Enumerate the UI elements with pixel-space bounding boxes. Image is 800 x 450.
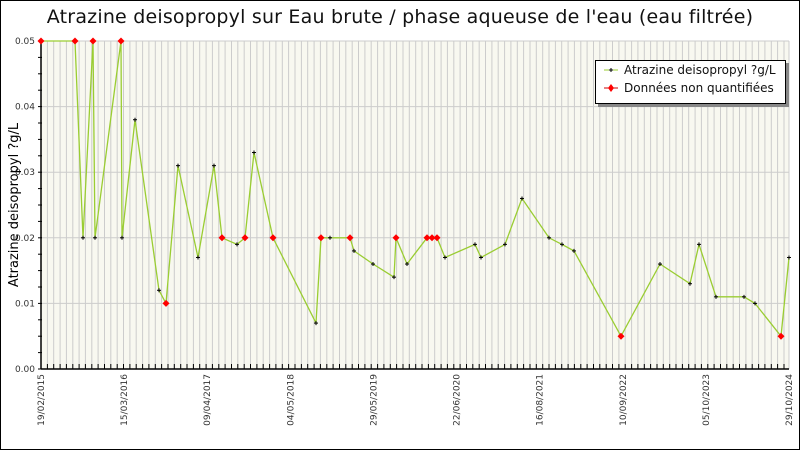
y-tick-label: 0.02	[15, 234, 35, 244]
nq-point-marker	[71, 37, 79, 45]
nq-point-marker	[241, 234, 249, 242]
x-tick-label: 05/10/2023	[702, 374, 712, 426]
y-tick-label: 0.01	[15, 299, 35, 309]
y-tick-label: 0.04	[15, 103, 35, 113]
nq-point-marker	[317, 234, 325, 242]
legend-label-series: Atrazine deisopropyl ?g/L	[624, 63, 776, 77]
legend-item-series: Atrazine deisopropyl ?g/L	[596, 61, 785, 79]
plus-marker-icon	[604, 68, 618, 72]
y-tick-label: 0.03	[15, 168, 35, 178]
nq-point-marker	[218, 234, 226, 242]
chart-title: Atrazine deisopropyl sur Eau brute / pha…	[46, 6, 754, 28]
nq-point-marker	[269, 234, 277, 242]
x-tick-label: 10/09/2022	[619, 374, 629, 426]
nq-point-marker	[617, 332, 625, 340]
x-tick-label: 16/08/2021	[536, 374, 546, 426]
nq-point-marker	[428, 234, 436, 242]
nq-point-marker	[346, 234, 354, 242]
y-axis-label: Atrazine deisopropyl ?g/L	[7, 122, 22, 287]
nq-point-marker	[392, 234, 400, 242]
nq-point-marker	[37, 37, 45, 45]
x-tick-label: 09/04/2017	[203, 374, 213, 426]
red-diamond-marker-icon	[604, 84, 618, 92]
nq-point-marker	[423, 234, 431, 242]
x-tick-label: 22/06/2020	[453, 374, 463, 426]
legend-item-nq: Données non quantifiées	[596, 79, 785, 97]
legend-label-nq: Données non quantifiées	[624, 81, 774, 95]
nq-point-marker	[162, 299, 170, 307]
y-tick-label: 0.00	[15, 365, 35, 375]
nq-point-marker	[777, 332, 785, 340]
nq-point-marker	[117, 37, 125, 45]
x-tick-label: 29/05/2019	[369, 374, 379, 426]
y-tick-label: 0.05	[15, 37, 35, 47]
x-tick-label: 04/05/2018	[286, 374, 296, 426]
x-tick-label: 29/10/2024	[785, 374, 795, 426]
nq-point-marker	[433, 234, 441, 242]
x-tick-label: 15/03/2016	[120, 374, 130, 426]
x-tick-label: 19/02/2015	[37, 374, 47, 426]
legend: Atrazine deisopropyl ?g/L Données non qu…	[595, 60, 786, 104]
nq-point-marker	[89, 37, 97, 45]
